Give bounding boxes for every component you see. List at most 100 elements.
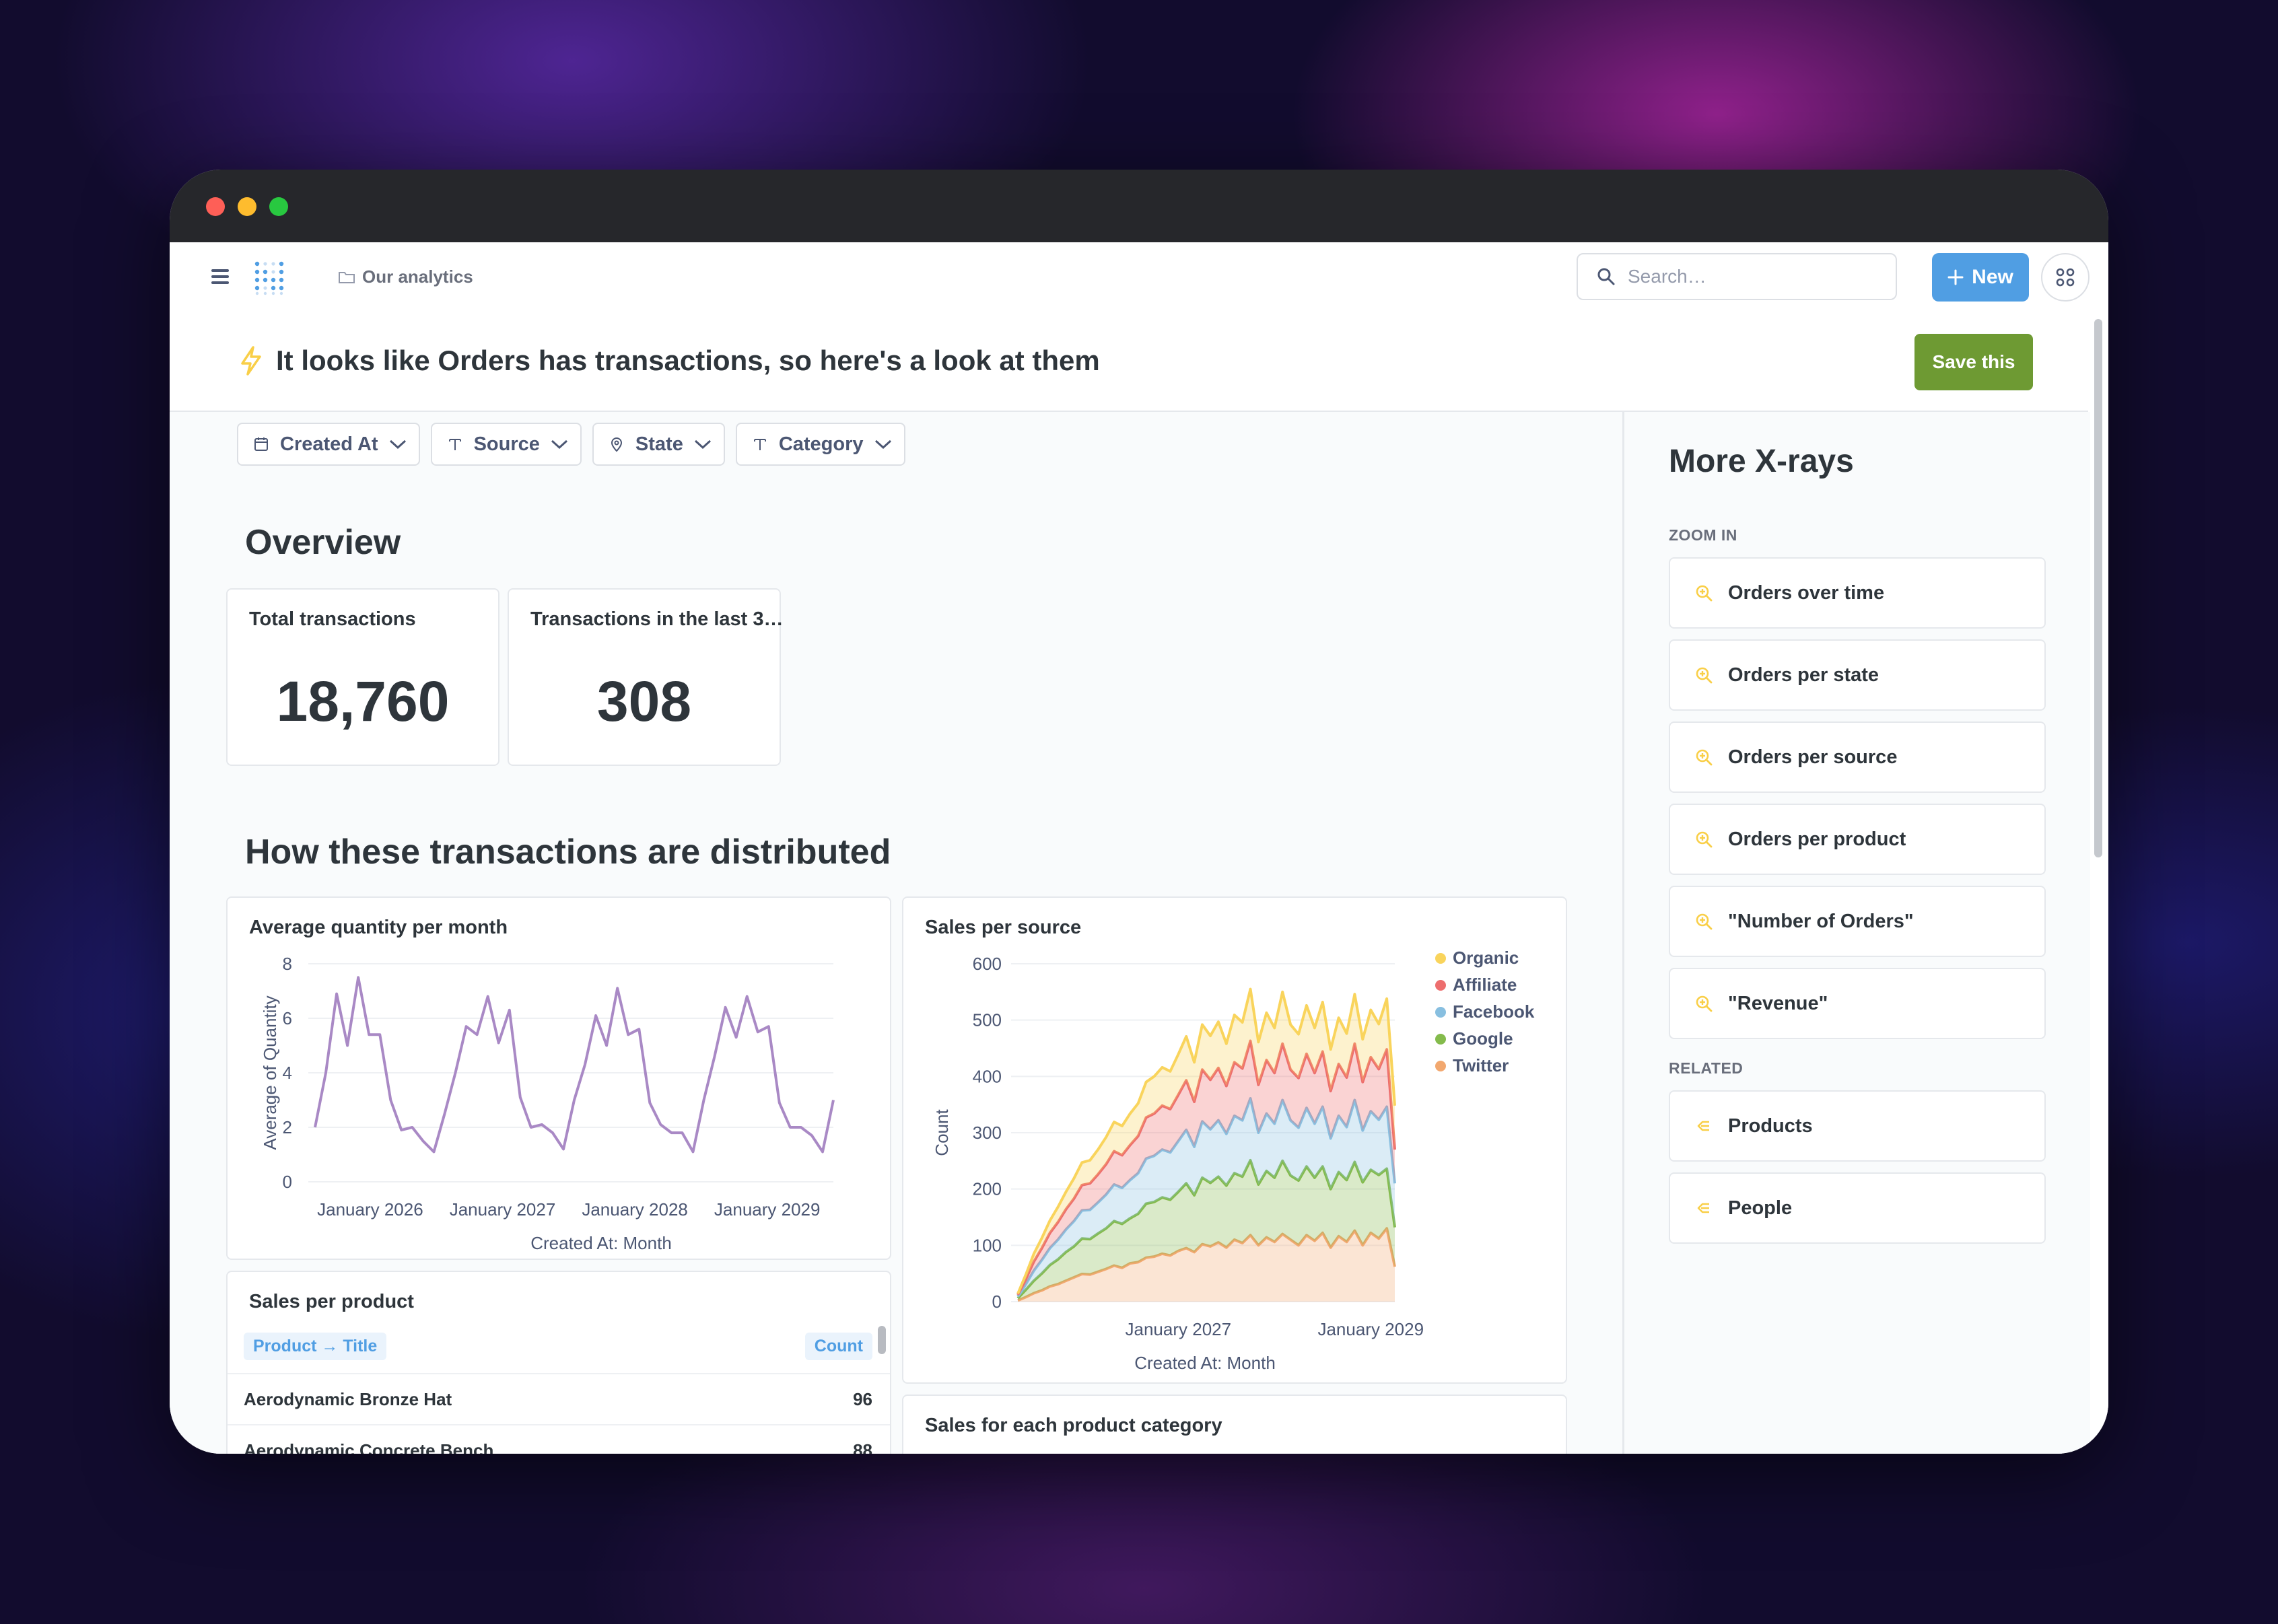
page-scrollbar[interactable] <box>2088 312 2108 1454</box>
product-title-cell: Aerodynamic Bronze Hat <box>244 1389 452 1409</box>
maximize-window-button[interactable] <box>269 197 288 216</box>
y-tick-label: 6 <box>283 1008 292 1028</box>
top-navbar: Our analytics New <box>170 242 2108 312</box>
zoom-in-icon <box>1696 749 1713 766</box>
x-tick-label: January 2027 <box>1126 1319 1232 1339</box>
count-cell: 88 <box>853 1440 872 1454</box>
y-tick-label: 8 <box>283 954 292 974</box>
area-fill-google <box>1018 1160 1395 1301</box>
filter-created-at[interactable]: Created At <box>237 423 420 466</box>
scrollbar-thumb[interactable] <box>2094 319 2102 857</box>
calendar-icon <box>254 437 268 451</box>
metabase-logo-icon[interactable] <box>252 258 289 296</box>
save-button[interactable]: Save this <box>1914 334 2033 390</box>
table-scrollbar-thumb[interactable] <box>878 1326 886 1354</box>
sales-per-source-card[interactable]: Sales per source 0 100 200 300 400 500 600 Janu… <box>902 896 1567 1384</box>
text-type-icon <box>753 439 766 450</box>
card-title: Transactions in the last 3… <box>530 608 784 630</box>
column-header-count[interactable]: Count <box>804 1333 872 1360</box>
chevron-down-icon <box>694 439 711 450</box>
filter-bar: Created At Source State Category <box>237 423 905 466</box>
xray-item-label: "Revenue" <box>1728 992 1828 1014</box>
new-button-label: New <box>1972 266 2013 288</box>
grid-icon <box>2056 268 2075 287</box>
scalar-card-recent[interactable]: Transactions in the last 3… 308 <box>508 588 784 766</box>
filter-source[interactable]: Source <box>430 423 582 466</box>
x-tick-label: January 2029 <box>1317 1319 1424 1339</box>
zoom-in-label: ZOOM IN <box>1669 526 1737 544</box>
line-chart[interactable]: 0 2 4 6 8 January 2026 January 2027 January 202… <box>228 898 890 1259</box>
breadcrumb[interactable]: Our analytics <box>338 267 473 287</box>
y-tick-label: 500 <box>973 1010 1002 1030</box>
app-switcher-button[interactable] <box>2041 253 2090 302</box>
xray-related-item[interactable]: Products <box>1669 1090 2046 1162</box>
y-tick-label: 4 <box>283 1063 292 1083</box>
card-title: Average quantity per month <box>249 917 508 938</box>
text-type-icon <box>448 439 461 450</box>
close-window-button[interactable] <box>206 197 225 216</box>
xray-zoom-item[interactable]: Orders per state <box>1669 639 2046 711</box>
distribution-heading: How these transactions are distributed <box>245 833 891 872</box>
sales-per-category-card[interactable]: Sales for each product category <box>902 1394 1567 1454</box>
area-line-facebook <box>1016 1097 1396 1298</box>
xray-item-label: Orders over time <box>1728 581 1885 604</box>
sidebar-toggle-icon[interactable] <box>211 269 229 287</box>
scalar-card-total[interactable]: Total transactions 18,760 <box>226 588 499 766</box>
folder-icon <box>339 271 355 283</box>
xray-item-label: "Number of Orders" <box>1728 910 1914 932</box>
avg-quantity-card[interactable]: Average quantity per month 0 2 4 6 8 January … <box>226 896 891 1260</box>
xray-zoom-item[interactable]: Orders per product <box>1669 804 2046 875</box>
xray-header: It looks like Orders has transactions, s… <box>170 312 2088 412</box>
xray-zoom-item[interactable]: Orders per source <box>1669 721 2046 793</box>
xray-item-label: Orders per product <box>1728 828 1906 850</box>
filter-category[interactable]: Category <box>735 423 905 466</box>
zoom-in-icon <box>1696 667 1713 684</box>
zoom-in-icon <box>1696 995 1713 1012</box>
filter-state[interactable]: State <box>592 423 725 466</box>
sidebar-title: More X-rays <box>1669 444 1854 479</box>
y-tick-label: 2 <box>283 1117 292 1137</box>
x-tick-label: January 2029 <box>714 1199 821 1220</box>
y-tick-label: 200 <box>973 1179 1002 1199</box>
new-button[interactable]: New <box>1932 253 2029 302</box>
legend-label: Facebook <box>1453 1001 1535 1022</box>
legend-label: Affiliate <box>1453 975 1517 995</box>
table-row[interactable]: Aerodynamic Bronze Hat 96 <box>228 1373 890 1425</box>
y-tick-label: 100 <box>973 1235 1002 1255</box>
area-chart[interactable]: 0 100 200 300 400 500 600 January 2027 January 2… <box>903 898 1566 1382</box>
xray-related-item[interactable]: People <box>1669 1172 2046 1244</box>
chevron-down-icon <box>874 439 891 450</box>
connections-icon <box>1697 1203 1709 1213</box>
column-header-product[interactable]: Product → Title <box>244 1333 387 1360</box>
metabase-app: Our analytics New It looks like Orders h… <box>170 242 2108 1454</box>
breadcrumb-collection[interactable]: Our analytics <box>362 267 473 287</box>
filter-label: Category <box>778 433 864 455</box>
x-axis-label: Created At: Month <box>1134 1353 1276 1373</box>
overview-heading: Overview <box>245 523 401 562</box>
count-cell: 96 <box>853 1389 872 1409</box>
more-xrays-sidebar: More X-rays ZOOM IN Orders over time Orde… <box>1622 412 2090 1454</box>
area-line-google <box>1016 1159 1396 1300</box>
zoom-in-icon <box>1696 585 1713 602</box>
xray-zoom-item[interactable]: "Revenue" <box>1669 968 2046 1039</box>
xray-zoom-item[interactable]: Orders over time <box>1669 557 2046 629</box>
minimize-window-button[interactable] <box>238 197 256 216</box>
legend-label: Google <box>1453 1028 1513 1049</box>
xray-item-label: Orders per source <box>1728 746 1898 768</box>
area-fill-affiliate <box>1018 1040 1395 1297</box>
search-bar[interactable] <box>1577 253 1897 300</box>
table-row[interactable]: Aerodynamic Concrete Bench 88 <box>228 1424 890 1454</box>
y-axis-label: Count <box>932 1109 952 1156</box>
card-title: Sales per product <box>249 1291 414 1312</box>
search-input[interactable] <box>1626 265 1885 288</box>
xray-item-label: People <box>1728 1197 1793 1219</box>
y-tick-label: 600 <box>973 954 1002 974</box>
related-label: RELATED <box>1669 1059 1744 1077</box>
zoom-in-icon <box>1696 913 1713 930</box>
xray-zoom-item[interactable]: "Number of Orders" <box>1669 886 2046 957</box>
scalar-value: 308 <box>596 670 692 733</box>
card-title: Sales for each product category <box>925 1415 1222 1436</box>
area-fill-facebook <box>1018 1098 1395 1298</box>
sales-per-product-card[interactable]: Sales per product Product → Title Count … <box>226 1271 891 1454</box>
y-tick-label: 0 <box>992 1292 1002 1312</box>
